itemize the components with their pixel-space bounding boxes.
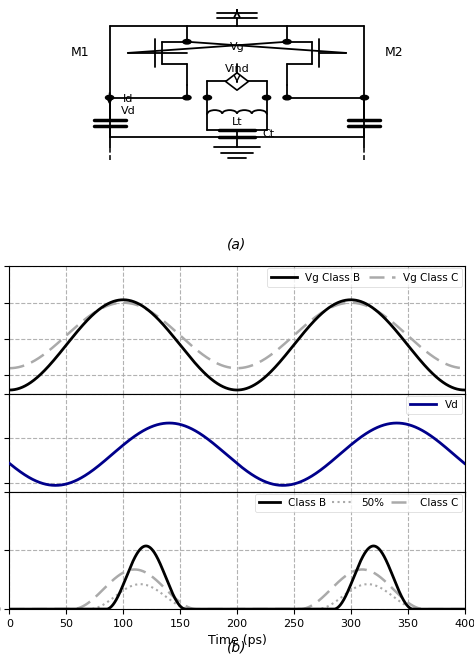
- Vg Class B: [425, 365, 431, 373]
- Vd: [462, 460, 467, 468]
- Line: Class B: Class B: [9, 546, 465, 609]
- Class C: [425, 605, 431, 613]
- Vd: [198, 430, 204, 438]
- Vg Class C: [7, 364, 12, 372]
- Vg Class B: [7, 386, 12, 394]
- 50%: [365, 580, 371, 588]
- Line: Vg Class B: Vg Class B: [9, 300, 465, 390]
- Vg Class B: [462, 386, 467, 394]
- Vg Class C: [448, 362, 454, 369]
- Legend: Class B, 50%, Class C: Class B, 50%, Class C: [255, 494, 463, 512]
- Text: Vd: Vd: [120, 106, 135, 117]
- Class B: [7, 605, 12, 613]
- Circle shape: [283, 96, 291, 100]
- Vg Class C: [223, 363, 228, 371]
- Class C: [201, 605, 207, 613]
- 50%: [7, 605, 12, 613]
- Line: Vg Class C: Vg Class C: [9, 303, 465, 368]
- Circle shape: [263, 96, 271, 100]
- Vd: [223, 450, 228, 458]
- Circle shape: [360, 96, 368, 100]
- Vd: [201, 433, 207, 441]
- 50%: [462, 605, 467, 613]
- Legend: Vd: Vd: [406, 396, 463, 414]
- Vg Class B: [198, 365, 204, 373]
- Vg Class B: [448, 383, 454, 390]
- Circle shape: [283, 39, 291, 44]
- Vd: [166, 419, 172, 427]
- X-axis label: Time (ps): Time (ps): [208, 635, 266, 647]
- Line: Vd: Vd: [9, 423, 465, 485]
- Text: Id: Id: [123, 94, 133, 104]
- Text: Lt: Lt: [232, 117, 242, 128]
- Class C: [462, 605, 467, 613]
- Class C: [198, 605, 203, 613]
- Vg Class C: [198, 349, 204, 357]
- Class B: [462, 605, 467, 613]
- Circle shape: [203, 96, 211, 100]
- Circle shape: [183, 39, 191, 44]
- Vg Class C: [120, 299, 126, 307]
- Vg Class B: [223, 384, 228, 392]
- Vd: [7, 460, 12, 468]
- Line: Class C: Class C: [9, 569, 465, 609]
- Class C: [359, 565, 365, 573]
- Vd: [337, 450, 343, 458]
- Class B: [425, 605, 431, 613]
- Text: M1: M1: [71, 47, 89, 60]
- 50%: [425, 605, 431, 613]
- Text: M2: M2: [385, 47, 403, 60]
- 50%: [337, 594, 343, 602]
- Text: Ct: Ct: [262, 128, 274, 139]
- Class B: [198, 605, 203, 613]
- Vd: [425, 430, 431, 438]
- Legend: Vg Class B, Vg Class C: Vg Class B, Vg Class C: [266, 269, 463, 287]
- 50%: [448, 605, 454, 613]
- Vg Class C: [462, 364, 467, 372]
- Class C: [223, 605, 228, 613]
- Vd: [448, 448, 454, 456]
- Vg Class B: [337, 298, 343, 306]
- 50%: [201, 605, 207, 613]
- Class B: [223, 605, 228, 613]
- Class B: [371, 542, 376, 550]
- Text: Vg: Vg: [229, 42, 245, 52]
- Vg Class C: [425, 349, 431, 357]
- Class B: [448, 605, 454, 613]
- Text: Vind: Vind: [225, 64, 249, 74]
- Text: (a): (a): [228, 237, 246, 251]
- Vg Class B: [201, 369, 207, 377]
- Class B: [337, 601, 343, 609]
- Vg Class B: [120, 296, 126, 304]
- Class C: [7, 605, 12, 613]
- Text: (b): (b): [227, 641, 247, 655]
- 50%: [223, 605, 228, 613]
- Class C: [337, 576, 343, 584]
- Class B: [201, 605, 207, 613]
- Line: 50%: 50%: [9, 584, 465, 609]
- Vg Class C: [201, 352, 207, 360]
- Class C: [448, 605, 454, 613]
- Vd: [280, 481, 286, 489]
- Vg Class C: [337, 300, 343, 308]
- 50%: [198, 605, 203, 613]
- Circle shape: [183, 96, 191, 100]
- Circle shape: [106, 96, 114, 100]
